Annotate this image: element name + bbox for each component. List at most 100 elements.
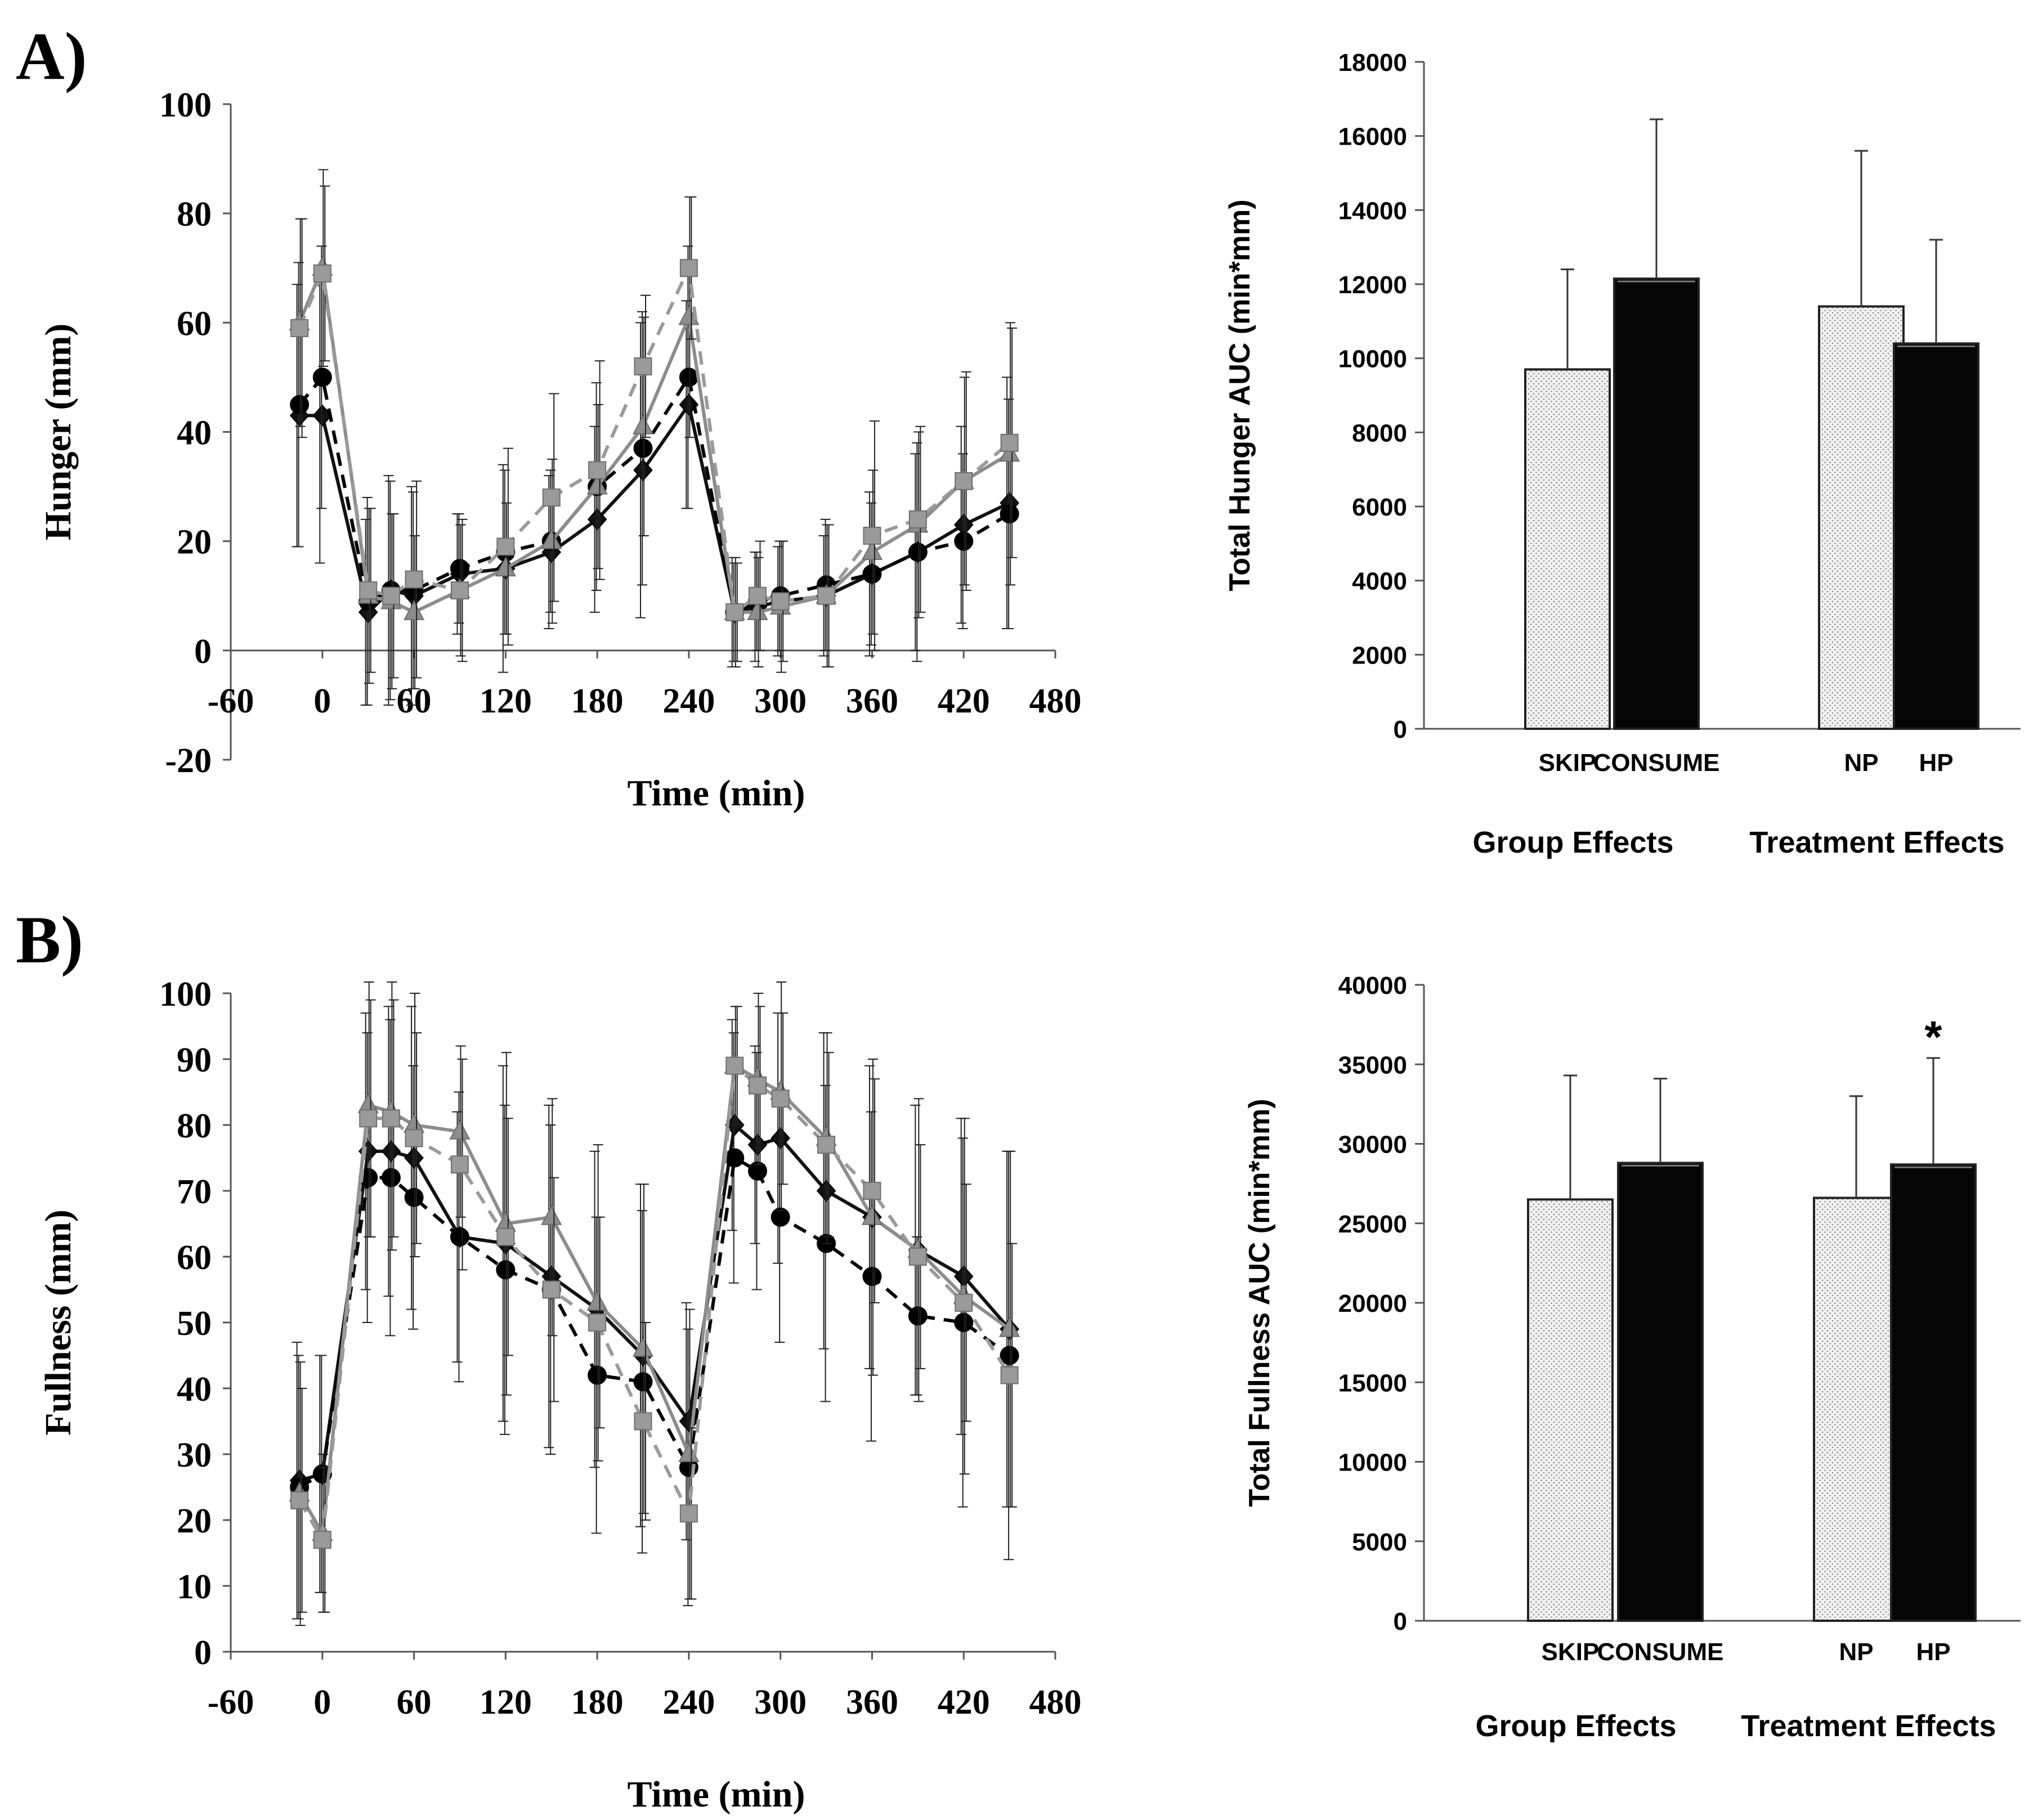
y-axis-label: Hunger (mm) — [38, 324, 79, 541]
series-triangle — [289, 169, 1020, 689]
series-triangle — [289, 981, 1020, 1626]
data-point — [771, 1207, 790, 1227]
series-square — [290, 185, 1019, 679]
x-tick-label: 480 — [1029, 682, 1082, 720]
data-point — [634, 357, 652, 375]
data-point — [863, 526, 881, 545]
group-label: Treatment Effects — [1741, 1709, 1996, 1743]
x-tick-label: 300 — [754, 682, 807, 720]
series-circle — [290, 1019, 1019, 1620]
data-point — [1000, 433, 1019, 452]
data-point — [587, 508, 607, 531]
y-tick-label: 2000 — [1352, 642, 1407, 669]
data-point — [725, 1056, 744, 1075]
data-point — [747, 1161, 767, 1181]
y-tick-label: 100 — [159, 86, 212, 124]
group-label: Group Effects — [1475, 1709, 1676, 1743]
data-point — [1000, 1366, 1019, 1384]
data-point — [634, 1412, 652, 1431]
x-tick-label: 60 — [397, 1683, 432, 1722]
y-tick-label: 10000 — [1338, 1449, 1407, 1477]
data-point — [955, 472, 973, 490]
data-point — [998, 442, 1020, 462]
y-tick-label: 30 — [177, 1436, 212, 1474]
data-point — [588, 1365, 607, 1385]
data-point — [586, 474, 608, 495]
bar-np — [1813, 1196, 1900, 1622]
data-point — [771, 592, 790, 611]
bar-hp — [1893, 342, 1979, 730]
data-point — [312, 367, 332, 387]
y-tick-label: 10000 — [1338, 346, 1407, 373]
data-point — [771, 1127, 791, 1149]
data-point — [748, 1076, 767, 1095]
bar-skip — [1527, 1198, 1614, 1622]
data-point — [290, 319, 309, 338]
data-point — [861, 540, 883, 561]
data-point — [405, 570, 423, 589]
data-point — [586, 1290, 608, 1311]
data-point — [908, 1248, 927, 1266]
panel-label-b: B) — [16, 902, 83, 977]
data-point — [632, 1337, 654, 1357]
y-tick-label: 0 — [1394, 1608, 1407, 1635]
data-point — [817, 586, 836, 605]
x-tick-label: -60 — [208, 682, 254, 720]
data-point — [955, 1293, 973, 1312]
category-label: HP — [1919, 749, 1953, 777]
data-point — [313, 1531, 332, 1549]
x-tick-label: 420 — [938, 682, 990, 720]
category-label: SKIP — [1539, 749, 1597, 777]
group-label: Group Effects — [1472, 826, 1673, 859]
y-tick-label: 0 — [194, 633, 212, 671]
y-tick-label: 0 — [1394, 716, 1407, 743]
data-point — [908, 1306, 928, 1326]
data-point — [633, 1372, 653, 1392]
data-point — [405, 1129, 423, 1147]
data-point — [313, 264, 332, 283]
bar-consume — [1617, 1162, 1704, 1622]
y-tick-label: 60 — [177, 1239, 212, 1277]
data-point — [542, 1280, 561, 1299]
series-square — [290, 999, 1019, 1613]
data-point — [908, 543, 928, 562]
y-axis-label: Fullness (mm) — [38, 1209, 79, 1435]
data-point — [747, 600, 768, 620]
x-tick-label: 360 — [846, 682, 898, 720]
y-axis-label: Total Hunger AUC (min*mm) — [1224, 199, 1256, 591]
data-point — [1000, 1346, 1019, 1365]
x-tick-label: 480 — [1029, 1683, 1082, 1722]
category-label: HP — [1916, 1638, 1950, 1666]
y-tick-label: 25000 — [1338, 1211, 1407, 1238]
y-tick-label: 12000 — [1338, 271, 1407, 299]
data-point — [816, 1180, 836, 1202]
y-axis-label: Total Fullness AUC (min*mm) — [1243, 1099, 1276, 1507]
data-point — [382, 1109, 400, 1128]
y-tick-label: 60 — [177, 304, 212, 343]
category-label: CONSUME — [1597, 1638, 1724, 1666]
x-tick-label: 120 — [480, 682, 532, 720]
x-tick-label: 300 — [754, 1683, 807, 1722]
data-point — [862, 1267, 882, 1286]
bar-consume — [1613, 277, 1700, 730]
y-tick-label: 40000 — [1338, 972, 1407, 999]
data-point — [449, 1119, 471, 1140]
y-tick-label: 20 — [177, 1502, 212, 1540]
y-tick-label: 10 — [177, 1568, 212, 1606]
data-point — [359, 581, 378, 600]
data-point — [747, 1133, 768, 1156]
data-point — [404, 1187, 424, 1207]
data-point — [954, 531, 974, 551]
data-point — [633, 438, 653, 458]
data-point — [725, 1148, 745, 1168]
y-tick-label: 0 — [194, 1634, 212, 1672]
data-point — [542, 488, 561, 506]
hunger-bar-chart: 0 2000 4000 6000 8000 10000 12000 14000 16000 180… — [1224, 49, 2021, 859]
data-point — [725, 603, 744, 621]
y-tick-label: 16000 — [1338, 123, 1407, 151]
y-tick-label: 80 — [177, 195, 212, 234]
bar-np — [1818, 305, 1905, 730]
data-point — [954, 1313, 974, 1332]
category-label: SKIP — [1542, 1638, 1600, 1666]
